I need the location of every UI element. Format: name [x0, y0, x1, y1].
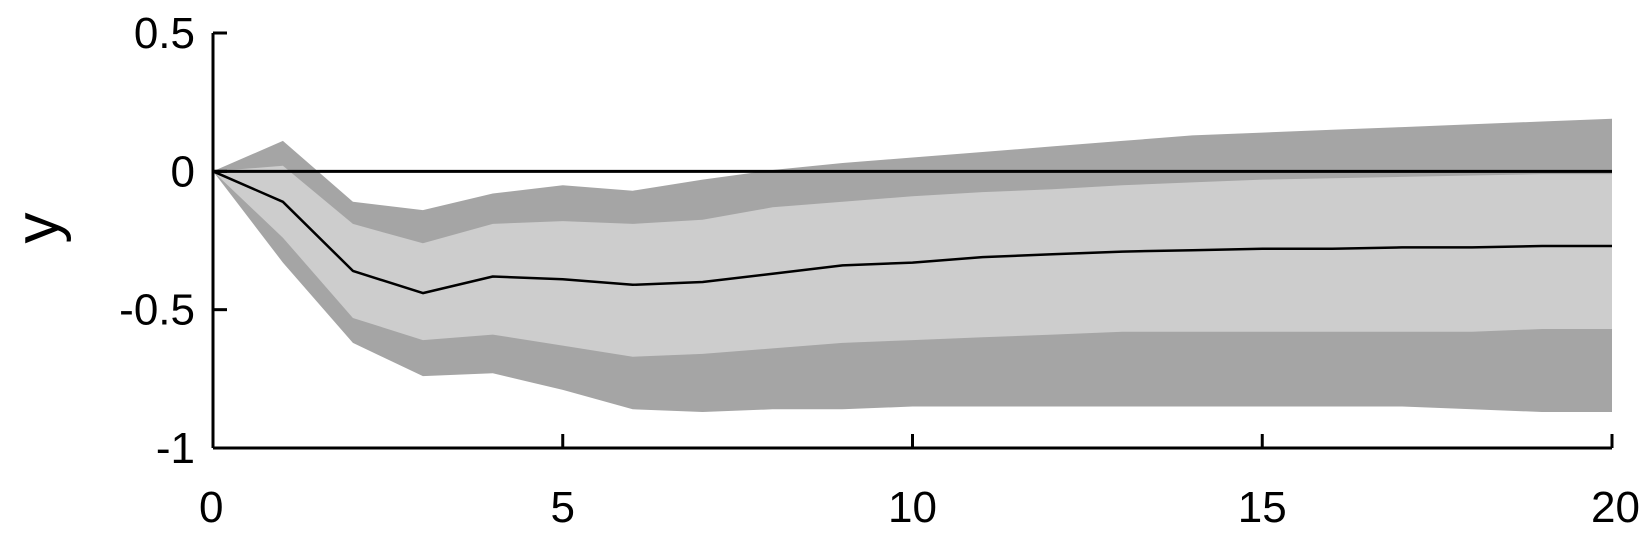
y-axis-label: y	[3, 213, 72, 244]
x-tick-label: 0	[199, 483, 223, 532]
y-ticks: 0.5 0 -0.5 -1	[119, 9, 227, 473]
y-tick-label: 0	[171, 147, 195, 196]
median-response-line	[212, 170, 1612, 295]
y-tick-label: -0.5	[119, 286, 195, 335]
confidence-bands	[213, 118, 1612, 413]
inner-confidence-band	[213, 165, 1612, 357]
y-tick-label: 0.5	[134, 9, 195, 58]
x-ticks: 0 5 10 15 20	[199, 434, 1640, 532]
x-tick-label: 15	[1238, 483, 1287, 532]
x-tick-label: 10	[888, 483, 937, 532]
x-tick-label: 20	[1591, 483, 1640, 532]
y-tick-label: -1	[156, 424, 195, 473]
x-tick-label: 5	[551, 483, 575, 532]
series-lines	[212, 169, 1612, 295]
